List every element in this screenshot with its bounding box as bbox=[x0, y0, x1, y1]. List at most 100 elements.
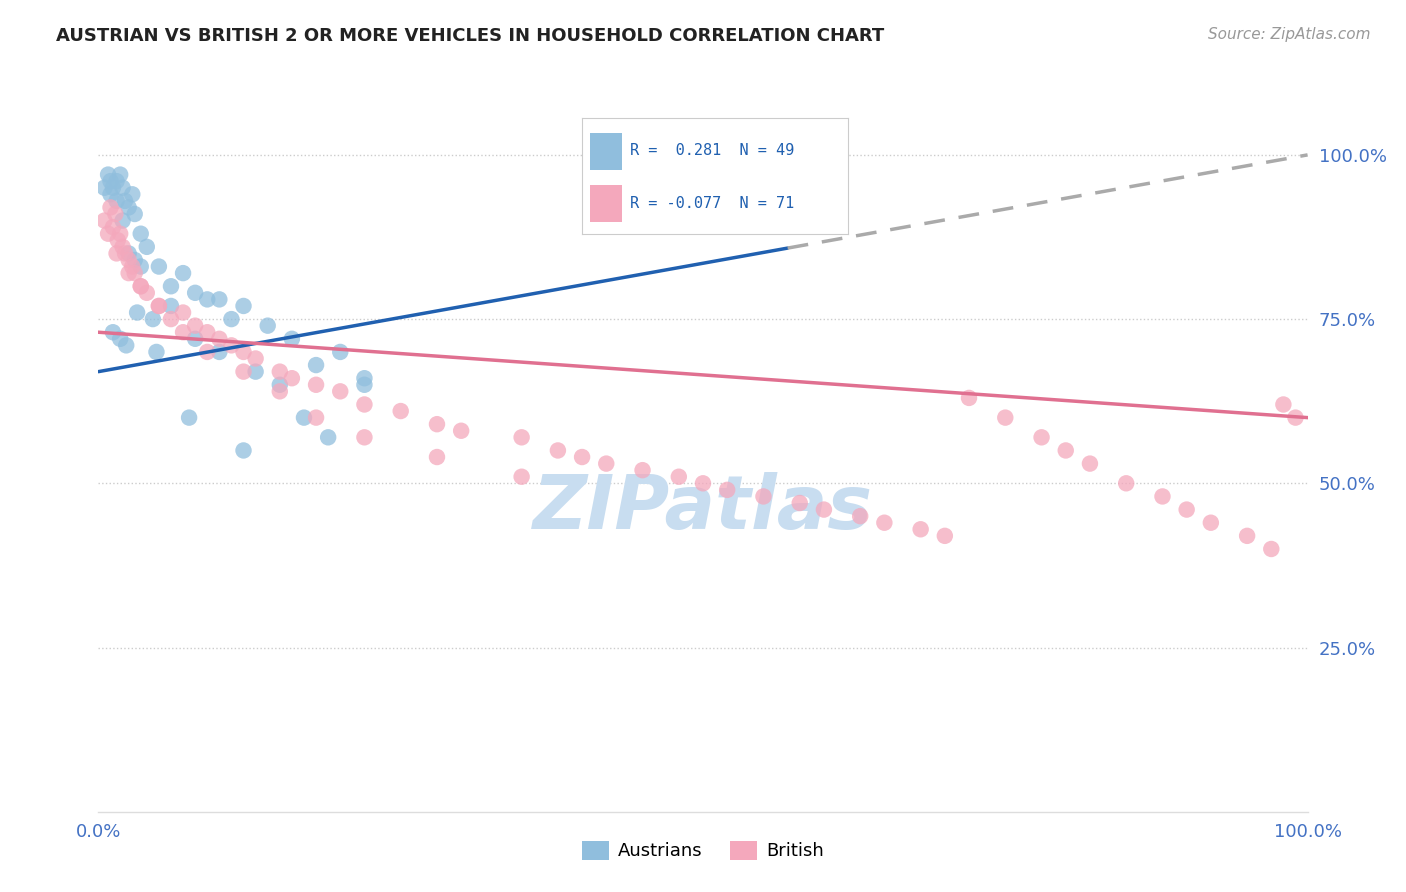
Point bbox=[148, 260, 170, 274]
Point bbox=[232, 365, 254, 379]
Point bbox=[148, 299, 170, 313]
Point bbox=[305, 358, 328, 372]
Point bbox=[184, 332, 207, 346]
Point bbox=[114, 246, 136, 260]
Point bbox=[184, 285, 207, 300]
Point bbox=[145, 345, 167, 359]
Legend: Austrians, British: Austrians, British bbox=[575, 834, 831, 868]
Point bbox=[752, 490, 775, 504]
Point bbox=[105, 194, 128, 208]
Text: Source: ZipAtlas.com: Source: ZipAtlas.com bbox=[1208, 27, 1371, 42]
Point bbox=[994, 410, 1017, 425]
Point bbox=[1260, 541, 1282, 556]
Point bbox=[232, 299, 254, 313]
Point bbox=[118, 252, 141, 267]
Point bbox=[389, 404, 412, 418]
Point bbox=[101, 220, 124, 235]
Point bbox=[631, 463, 654, 477]
Point bbox=[97, 168, 120, 182]
Point bbox=[957, 391, 980, 405]
Point bbox=[1175, 502, 1198, 516]
Point bbox=[115, 338, 138, 352]
Point bbox=[934, 529, 956, 543]
Point bbox=[129, 279, 152, 293]
Text: AUSTRIAN VS BRITISH 2 OR MORE VEHICLES IN HOUSEHOLD CORRELATION CHART: AUSTRIAN VS BRITISH 2 OR MORE VEHICLES I… bbox=[56, 27, 884, 45]
Point bbox=[221, 338, 243, 352]
Point bbox=[100, 201, 122, 215]
Point bbox=[105, 246, 128, 260]
Point bbox=[108, 332, 131, 346]
Point bbox=[571, 450, 593, 464]
Point bbox=[789, 496, 811, 510]
Point bbox=[245, 351, 267, 366]
Point bbox=[124, 207, 146, 221]
Point bbox=[547, 443, 569, 458]
Point bbox=[121, 187, 143, 202]
Point bbox=[353, 397, 375, 411]
Point bbox=[269, 377, 291, 392]
Point bbox=[269, 384, 291, 399]
Point bbox=[135, 285, 157, 300]
Text: ZIPatlas: ZIPatlas bbox=[533, 472, 873, 545]
Point bbox=[752, 148, 775, 162]
Point bbox=[668, 469, 690, 483]
Point bbox=[245, 365, 267, 379]
Point bbox=[1115, 476, 1137, 491]
Point bbox=[124, 252, 146, 267]
Point bbox=[114, 194, 136, 208]
Point bbox=[93, 180, 115, 194]
Point bbox=[118, 246, 141, 260]
Point bbox=[160, 279, 183, 293]
Point bbox=[129, 260, 152, 274]
Point bbox=[873, 516, 896, 530]
Point bbox=[135, 240, 157, 254]
Point bbox=[1199, 516, 1222, 530]
Point bbox=[353, 371, 375, 385]
Point bbox=[111, 240, 134, 254]
Point bbox=[100, 174, 122, 188]
Point bbox=[595, 457, 617, 471]
Point bbox=[111, 180, 134, 194]
Point bbox=[232, 443, 254, 458]
Point bbox=[692, 476, 714, 491]
Point bbox=[195, 293, 218, 307]
Point bbox=[716, 483, 738, 497]
Point bbox=[105, 174, 128, 188]
Point bbox=[97, 227, 120, 241]
Point bbox=[127, 305, 149, 319]
Point bbox=[292, 410, 315, 425]
Point bbox=[118, 266, 141, 280]
Point bbox=[1152, 490, 1174, 504]
Point bbox=[208, 293, 231, 307]
Point bbox=[1236, 529, 1258, 543]
Point bbox=[101, 180, 124, 194]
Point bbox=[1078, 457, 1101, 471]
Point bbox=[1284, 410, 1306, 425]
Point bbox=[281, 332, 304, 346]
Point bbox=[195, 325, 218, 339]
Point bbox=[1031, 430, 1053, 444]
Point bbox=[281, 371, 304, 385]
Point bbox=[129, 227, 152, 241]
Point bbox=[813, 502, 835, 516]
Point bbox=[426, 417, 449, 432]
Point bbox=[353, 377, 375, 392]
Point bbox=[93, 213, 115, 227]
Point bbox=[121, 260, 143, 274]
Point bbox=[221, 312, 243, 326]
Point bbox=[111, 213, 134, 227]
Point bbox=[208, 332, 231, 346]
Point bbox=[172, 325, 194, 339]
Point bbox=[148, 299, 170, 313]
Point bbox=[100, 187, 122, 202]
Point bbox=[160, 299, 183, 313]
Point bbox=[108, 227, 131, 241]
Point bbox=[510, 469, 533, 483]
Point bbox=[316, 430, 339, 444]
Point bbox=[124, 266, 146, 280]
Point bbox=[910, 522, 932, 536]
Point bbox=[426, 450, 449, 464]
Point bbox=[179, 410, 201, 425]
Point bbox=[329, 345, 352, 359]
Point bbox=[108, 168, 131, 182]
